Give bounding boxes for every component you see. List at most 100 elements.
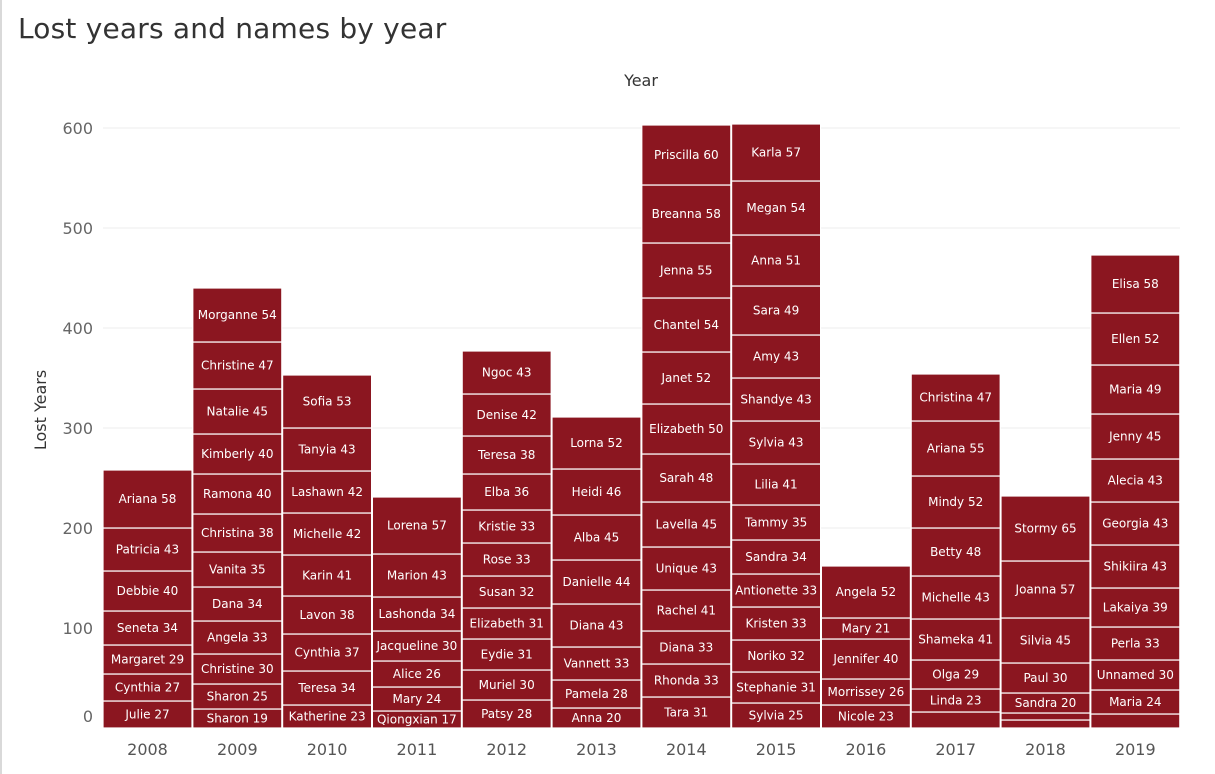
bar-segment[interactable] bbox=[730, 377, 822, 422]
bar-segment[interactable] bbox=[730, 420, 822, 465]
bar-segment[interactable] bbox=[282, 595, 373, 635]
bar-segment[interactable] bbox=[551, 416, 642, 470]
left-border bbox=[0, 0, 2, 774]
bar-segment[interactable] bbox=[192, 388, 283, 435]
bar-segment[interactable] bbox=[1090, 689, 1181, 715]
bar-segment[interactable] bbox=[641, 501, 732, 548]
bar-segment[interactable] bbox=[192, 620, 283, 655]
bar-segment[interactable] bbox=[910, 420, 1001, 477]
segment-label: Unnamed 30 bbox=[1097, 668, 1174, 682]
bar-segment[interactable] bbox=[1090, 312, 1181, 366]
bar-segment[interactable] bbox=[910, 373, 1001, 422]
segment-label: Cynthia 37 bbox=[295, 646, 360, 660]
segment-label: Sofia 53 bbox=[303, 395, 352, 409]
bar-segment[interactable] bbox=[730, 334, 822, 379]
bar-segment[interactable] bbox=[910, 618, 1001, 661]
bar-segment[interactable] bbox=[102, 527, 193, 572]
bar-segment[interactable] bbox=[551, 679, 642, 709]
bar-segment[interactable] bbox=[730, 702, 822, 729]
bar-segment[interactable] bbox=[1090, 254, 1181, 314]
bar-segment[interactable] bbox=[461, 350, 552, 395]
segment-label: Margaret 29 bbox=[111, 653, 184, 667]
bar-segment[interactable] bbox=[641, 663, 732, 698]
bar-segment[interactable] bbox=[641, 546, 732, 591]
bar-segment[interactable] bbox=[551, 603, 642, 648]
segment-label: Christine 47 bbox=[201, 359, 274, 373]
bar-segment[interactable] bbox=[730, 573, 822, 608]
bar-segment[interactable] bbox=[461, 607, 552, 640]
bar-segment[interactable] bbox=[102, 700, 193, 729]
bar-segment[interactable] bbox=[1090, 501, 1181, 546]
bar-segment[interactable] bbox=[1000, 712, 1091, 721]
bar-segment[interactable] bbox=[1090, 713, 1181, 729]
bar-segment[interactable] bbox=[282, 554, 373, 597]
bar-segment[interactable] bbox=[641, 242, 732, 299]
bar-segment[interactable] bbox=[641, 453, 732, 503]
x-tick-label: 2010 bbox=[307, 740, 348, 759]
bar-segment[interactable] bbox=[1090, 626, 1181, 661]
bar-segment[interactable] bbox=[371, 660, 462, 688]
bar-segment[interactable] bbox=[282, 512, 373, 556]
bar-segment[interactable] bbox=[641, 351, 732, 405]
bar-segment[interactable] bbox=[192, 551, 283, 588]
bar-segment[interactable] bbox=[910, 527, 1001, 577]
bar-segment[interactable] bbox=[730, 504, 822, 541]
bar-stack-2008: Julie 27 Cynthia 27 Margaret 29 Seneta 34 De… bbox=[102, 469, 193, 729]
bar-segment[interactable] bbox=[1000, 495, 1091, 562]
bar-segment[interactable] bbox=[192, 653, 283, 685]
segment-label: Sandra 34 bbox=[745, 550, 807, 564]
segment-label: Lorna 52 bbox=[570, 436, 623, 450]
bar-segment[interactable] bbox=[461, 542, 552, 577]
bar-segment[interactable] bbox=[461, 509, 552, 544]
bar-segment[interactable] bbox=[282, 670, 373, 706]
bar-segment[interactable] bbox=[551, 468, 642, 516]
bar-segment[interactable] bbox=[641, 589, 732, 632]
bar-segment[interactable] bbox=[192, 341, 283, 390]
bar-segment[interactable] bbox=[820, 638, 912, 680]
bar-segment[interactable] bbox=[730, 180, 822, 236]
bar-segment[interactable] bbox=[1090, 587, 1181, 628]
segment-label: Cynthia 27 bbox=[115, 681, 180, 695]
bar-segment[interactable] bbox=[371, 496, 462, 555]
segment-label: Lorena 57 bbox=[387, 519, 447, 533]
bar-segment[interactable] bbox=[910, 475, 1001, 529]
bar-segment[interactable] bbox=[1000, 662, 1091, 694]
bar-segment[interactable] bbox=[192, 683, 283, 710]
bar-segment[interactable] bbox=[551, 514, 642, 561]
bar-segment[interactable] bbox=[1090, 659, 1181, 691]
bar-segment[interactable] bbox=[192, 586, 283, 622]
bar-segment[interactable] bbox=[551, 646, 642, 681]
segment-label: Qiongxian 17 bbox=[377, 713, 457, 727]
bar-segment[interactable] bbox=[641, 696, 732, 729]
bar-segment[interactable] bbox=[730, 234, 822, 287]
segment-label: Diana 33 bbox=[659, 641, 713, 655]
bar-segment[interactable] bbox=[730, 123, 822, 182]
bar-segment[interactable] bbox=[1090, 364, 1181, 415]
bar-segment[interactable] bbox=[910, 659, 1001, 690]
bar-segment[interactable] bbox=[282, 470, 373, 514]
bar-segment[interactable] bbox=[461, 638, 552, 671]
bar-segment[interactable] bbox=[1000, 719, 1091, 729]
bar-segment[interactable] bbox=[102, 469, 193, 529]
bar-segment[interactable] bbox=[910, 711, 1001, 729]
bar-segment[interactable] bbox=[730, 606, 822, 641]
bar-segment[interactable] bbox=[1090, 413, 1181, 460]
bar-segment[interactable] bbox=[730, 539, 822, 575]
bar-segment[interactable] bbox=[1000, 617, 1091, 664]
bar-segment[interactable] bbox=[371, 553, 462, 598]
bar-segment[interactable] bbox=[371, 686, 462, 712]
x-tick-label: 2018 bbox=[1025, 740, 1066, 759]
bar-segment[interactable] bbox=[641, 124, 732, 186]
bar-segment[interactable] bbox=[461, 575, 552, 609]
bar-segment[interactable] bbox=[461, 393, 552, 437]
bar-segment[interactable] bbox=[192, 287, 283, 343]
bar-segment[interactable] bbox=[461, 473, 552, 511]
bar-segment[interactable] bbox=[282, 374, 373, 429]
bar-segment[interactable] bbox=[730, 671, 822, 704]
bar-segment[interactable] bbox=[910, 575, 1001, 620]
x-tick-label: 2019 bbox=[1115, 740, 1156, 759]
bar-segment[interactable] bbox=[641, 184, 732, 244]
bar-segment[interactable] bbox=[1000, 560, 1091, 619]
bar-segment[interactable] bbox=[730, 463, 822, 506]
bar-segment[interactable] bbox=[820, 565, 912, 619]
